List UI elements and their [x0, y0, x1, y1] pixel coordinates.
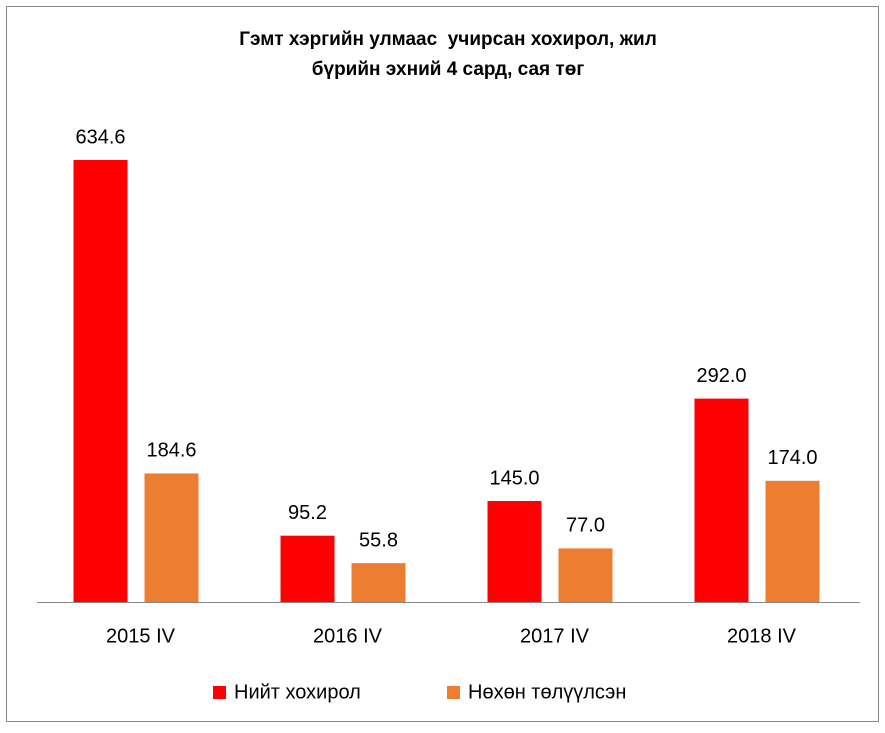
x-tick-label: 2017 IV: [520, 625, 590, 647]
bar: [351, 563, 406, 602]
bar: [280, 535, 335, 602]
x-tick-label: 2015 IV: [106, 625, 176, 647]
bar: [694, 398, 749, 602]
data-label: 55.8: [359, 529, 398, 551]
bar: [558, 548, 613, 602]
chart-title: Гэмт хэргийн улмаас учирсан хохирол, жил: [239, 29, 657, 50]
data-label: 77.0: [566, 515, 605, 537]
data-label: 174.0: [767, 447, 817, 469]
legend-label: Нөхөн төлүүлсэн: [468, 681, 626, 703]
bar: [144, 473, 199, 602]
legend-swatch: [213, 686, 226, 699]
data-label: 145.0: [489, 467, 539, 489]
bar: [487, 501, 542, 602]
chart-title: бүрийн эхний 4 сард, сая төг: [312, 59, 585, 80]
chart-border: [6, 6, 879, 722]
legend-label: Нийт хохирол: [234, 681, 361, 703]
data-label: 634.6: [75, 126, 125, 148]
x-tick-label: 2018 IV: [727, 625, 797, 647]
data-label: 184.6: [146, 440, 196, 462]
data-label: 95.2: [288, 502, 327, 524]
data-label: 292.0: [696, 365, 746, 387]
x-tick-label: 2016 IV: [313, 625, 383, 647]
legend-swatch: [447, 686, 460, 699]
bar: [765, 480, 820, 602]
bar: [73, 160, 128, 602]
